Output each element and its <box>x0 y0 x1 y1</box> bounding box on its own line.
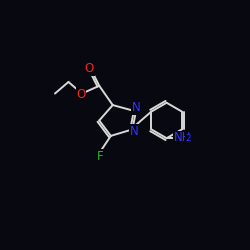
Text: N: N <box>132 102 140 114</box>
Text: F: F <box>97 150 103 162</box>
Text: O: O <box>76 88 86 101</box>
Text: O: O <box>84 62 94 76</box>
Text: N: N <box>130 124 139 138</box>
Text: NH: NH <box>174 131 191 144</box>
Text: 2: 2 <box>185 134 191 143</box>
